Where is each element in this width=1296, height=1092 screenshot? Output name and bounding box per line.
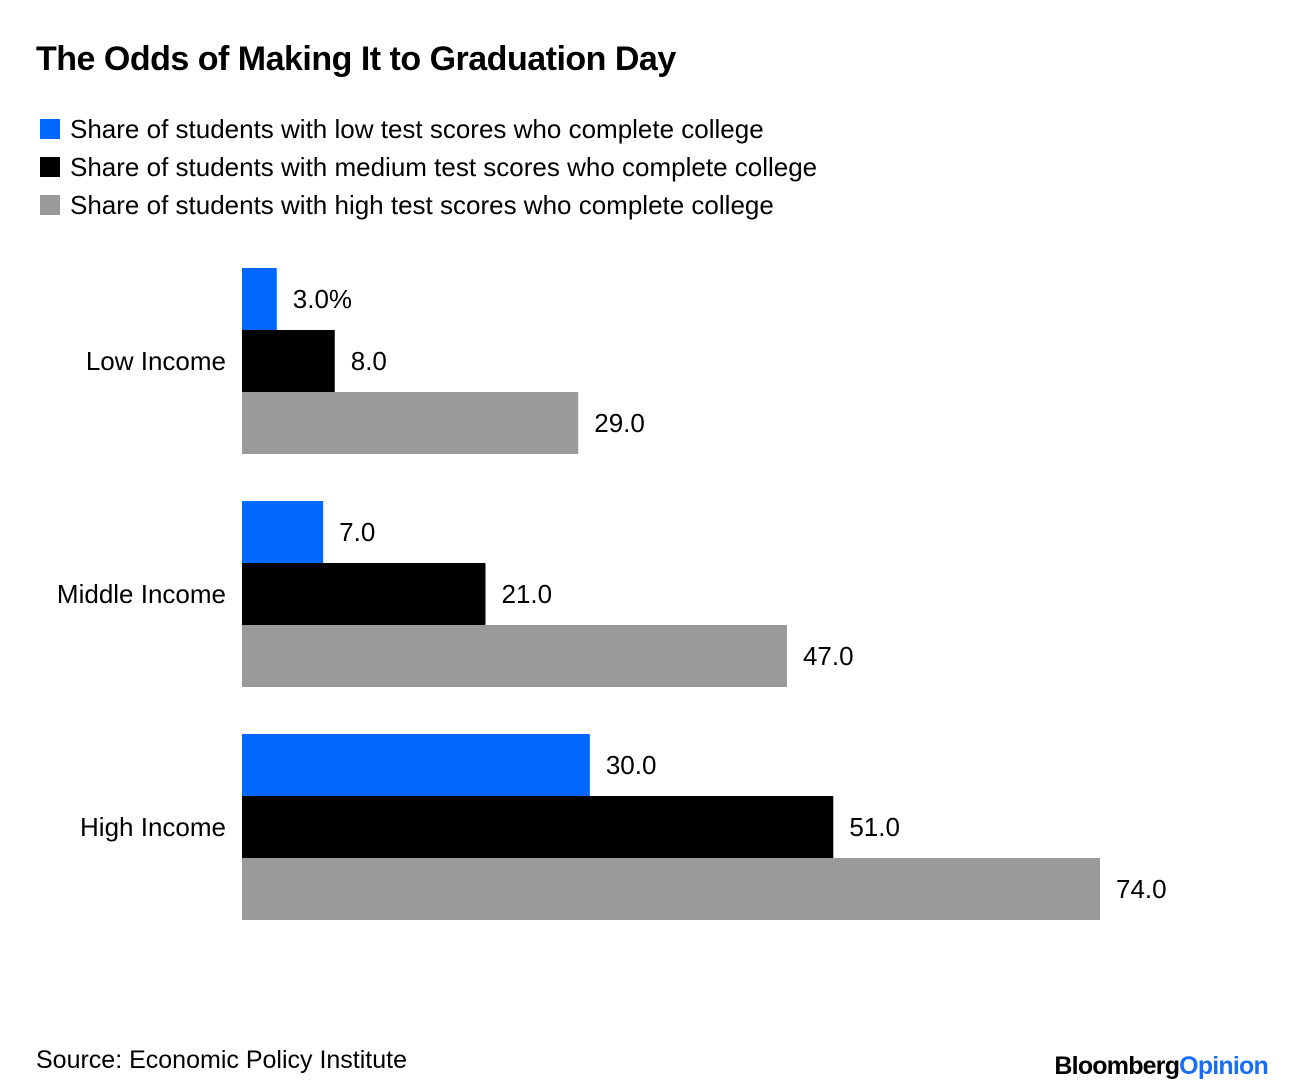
legend: Share of students with low test scores w…	[40, 110, 817, 224]
category-label-high-income: High Income	[80, 812, 226, 842]
bar-chart: Low Income 3.0% 8.0 29.0 Middle Income 7.0 21.…	[57, 268, 1167, 920]
data-label-middle-income-high: 47.0	[803, 641, 854, 671]
brand-main: Bloomberg	[1054, 1052, 1180, 1080]
legend-item-low: Share of students with low test scores w…	[40, 110, 817, 148]
bar-middle-income-high	[242, 625, 787, 687]
legend-item-high: Share of students with high test scores …	[40, 186, 817, 224]
legend-swatch-high	[40, 195, 60, 215]
legend-swatch-medium	[40, 157, 60, 177]
category-label-middle-income: Middle Income	[57, 579, 226, 609]
category-label-low-income: Low Income	[86, 346, 226, 376]
bar-high-income-medium	[242, 796, 834, 858]
brand-logo: BloombergOpinion	[1054, 1052, 1268, 1081]
bar-low-income-low	[242, 268, 277, 330]
data-label-middle-income-medium: 21.0	[501, 579, 552, 609]
source-note: Source: Economic Policy Institute	[36, 1046, 407, 1074]
data-label-low-income-medium: 8.0	[351, 346, 387, 376]
legend-swatch-low	[40, 119, 60, 139]
legend-label-low: Share of students with low test scores w…	[70, 113, 764, 144]
legend-item-medium: Share of students with medium test score…	[40, 148, 817, 186]
bar-low-income-high	[242, 392, 579, 454]
data-label-low-income-high: 29.0	[594, 408, 645, 438]
legend-label-medium: Share of students with medium test score…	[70, 151, 818, 182]
bar-high-income-low	[242, 734, 590, 796]
brand-accent: Opinion	[1179, 1052, 1269, 1080]
data-label-high-income-low: 30.0	[606, 750, 657, 780]
legend-label-high: Share of students with high test scores …	[70, 189, 774, 220]
data-label-high-income-high: 74.0	[1116, 874, 1167, 904]
bar-low-income-medium	[242, 330, 335, 392]
chart-title: The Odds of Making It to Graduation Day	[36, 40, 676, 78]
bar-middle-income-medium	[242, 563, 486, 625]
bar-middle-income-low	[242, 501, 324, 563]
data-label-low-income-low: 3.0%	[293, 284, 352, 314]
data-label-middle-income-low: 7.0	[339, 517, 375, 547]
data-label-high-income-medium: 51.0	[849, 812, 900, 842]
bar-high-income-high	[242, 858, 1100, 920]
